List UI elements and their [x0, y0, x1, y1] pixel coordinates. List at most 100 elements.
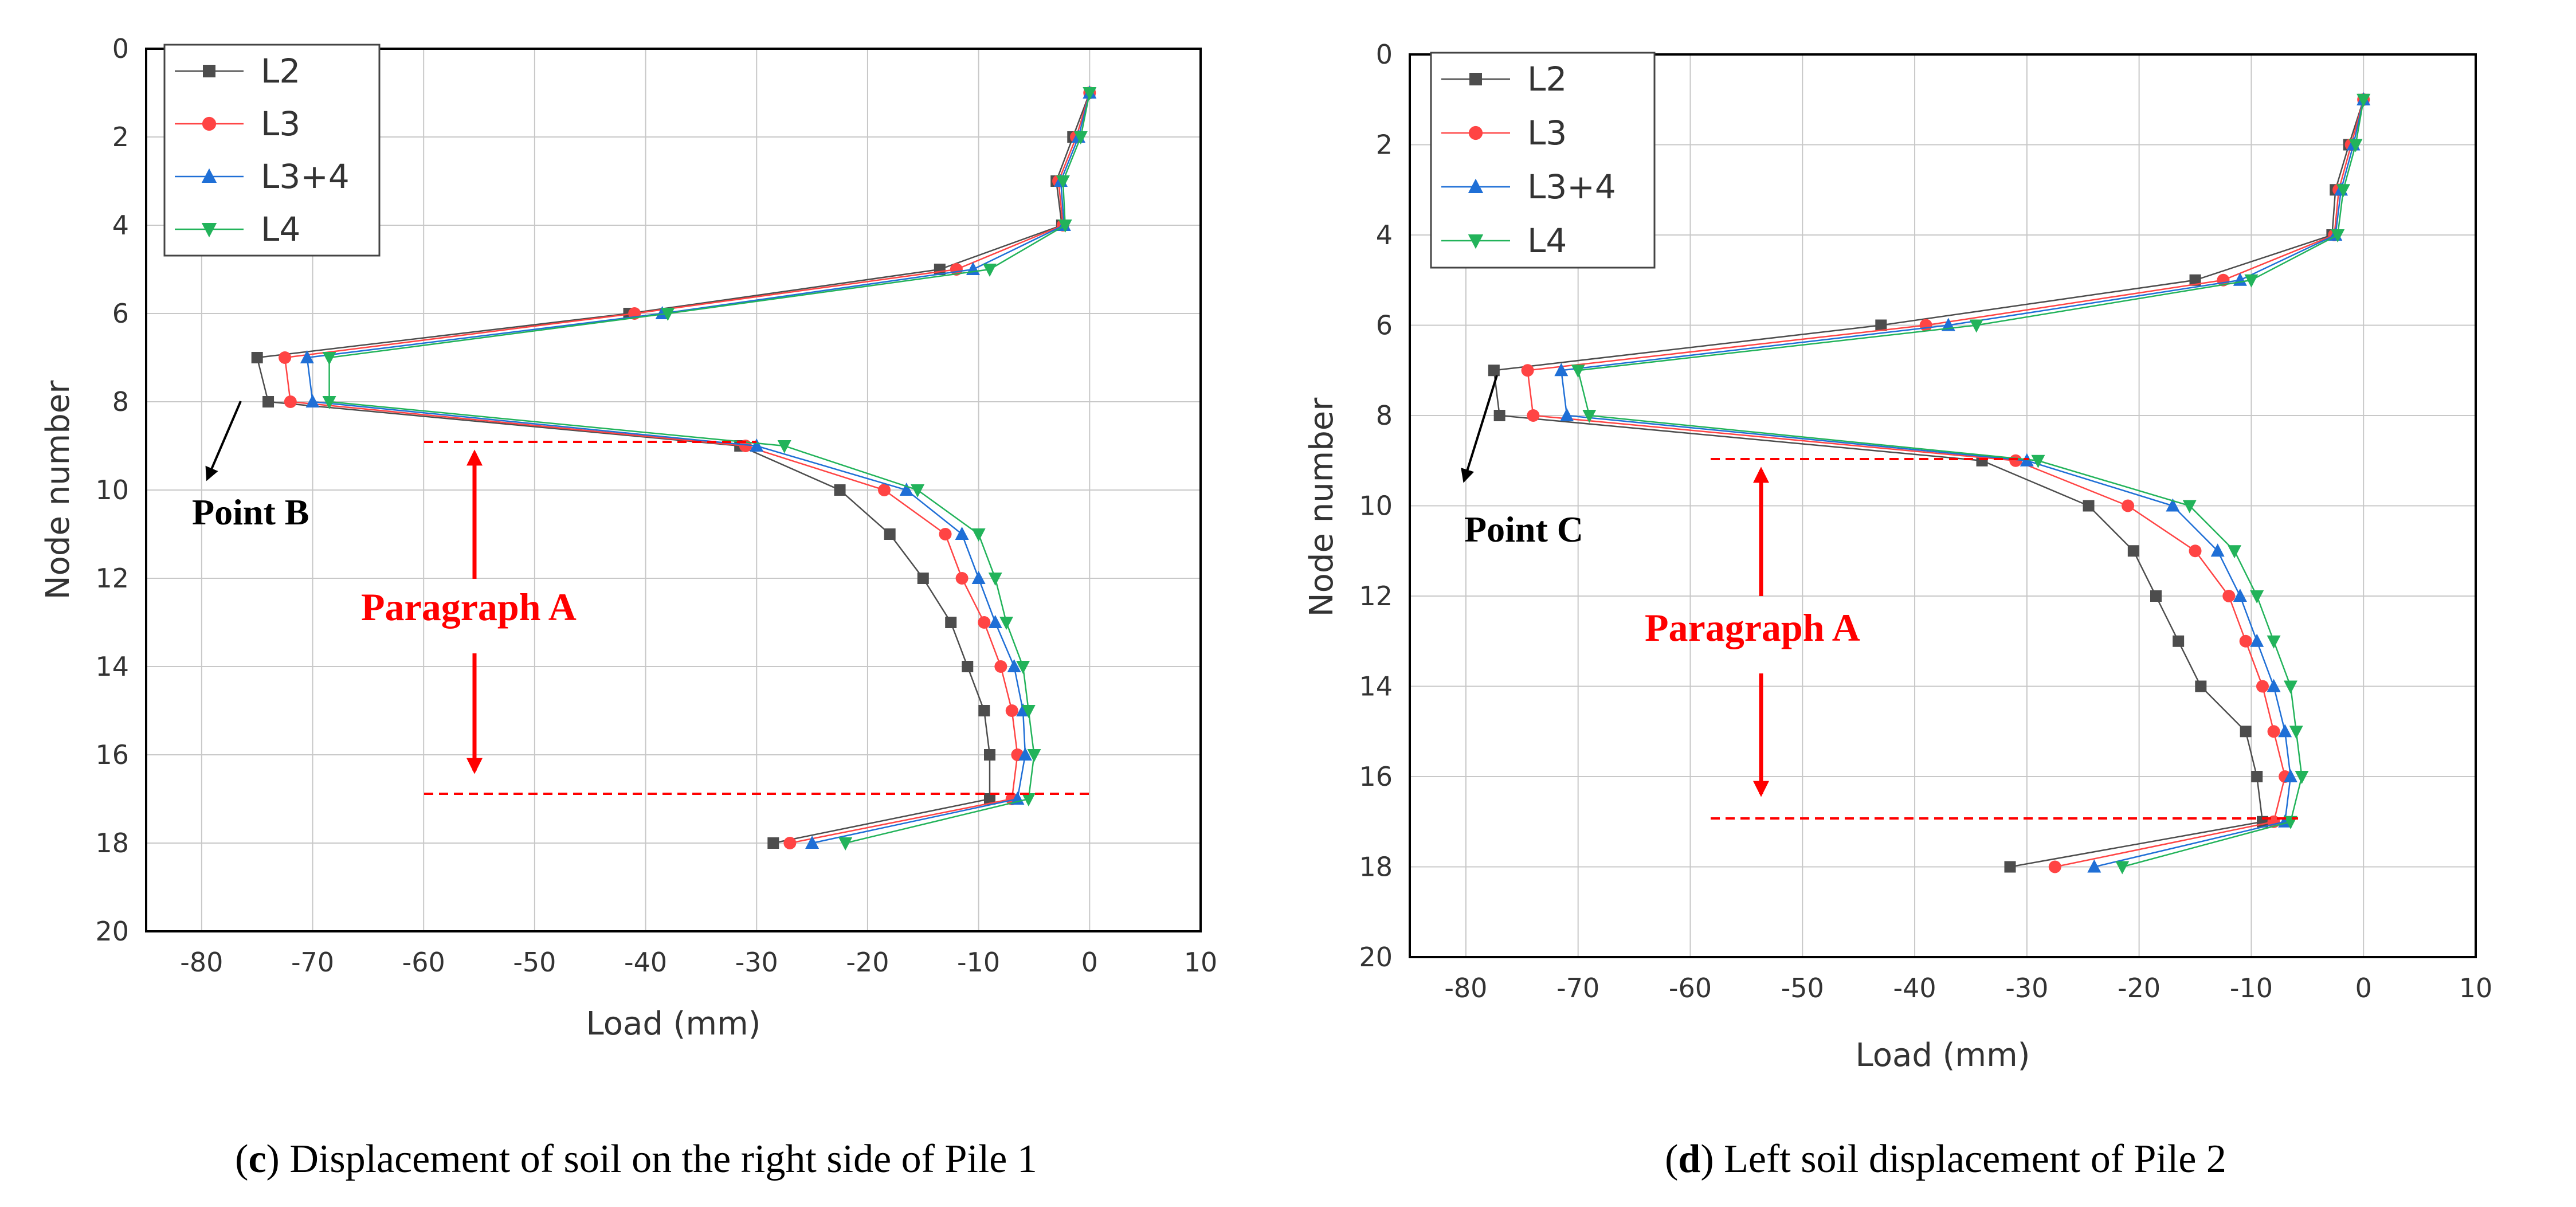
data-point: [1058, 220, 1072, 233]
x-tick-label: 10: [1184, 947, 1218, 978]
x-axis-title: Load (mm): [586, 1005, 761, 1043]
data-point: [999, 617, 1014, 630]
legend-marker: [1468, 234, 1484, 249]
data-point: [661, 308, 675, 321]
data-point: [2336, 184, 2350, 198]
y-tick-label: 16: [1359, 761, 1393, 792]
x-tick-label: -60: [1669, 973, 1712, 1004]
legend-entry: L4: [1441, 221, 1567, 260]
legend-label: L4: [1527, 221, 1567, 260]
x-tick-label: -10: [957, 947, 1000, 978]
x-tick-label: 10: [2459, 973, 2493, 1004]
data-point: [1056, 175, 1070, 189]
data-point: [2233, 589, 2247, 602]
y-tick-label: 4: [1376, 220, 1393, 250]
data-point: [1018, 747, 1032, 761]
caption-text: Left soil displacement of Pile 2: [1724, 1137, 2226, 1181]
x-tick-label: -80: [1444, 973, 1487, 1004]
data-point: [2289, 726, 2303, 739]
data-point: [983, 264, 997, 277]
data-point: [984, 793, 995, 805]
data-point: [955, 527, 969, 540]
legend-marker: [1468, 178, 1484, 193]
y-tick-label: 8: [1376, 400, 1393, 431]
data-point: [988, 615, 1002, 628]
x-tick-label: 0: [1081, 947, 1098, 978]
y-tick-label: 6: [112, 298, 129, 329]
y-tick-label: 18: [1359, 852, 1393, 883]
chart-panel-d: -80 -70 -60 -50 -40 -30 -20 -10 0 10 0 2 4 6 8 10 12 14 1…: [1303, 39, 2492, 1181]
data-point: [2115, 861, 2130, 875]
data-point: [878, 484, 891, 496]
y-tick-label: 18: [95, 828, 129, 859]
y-tick-label: 12: [1359, 581, 1393, 612]
y-tick-label: 0: [112, 33, 129, 64]
data-point: [1919, 319, 1932, 332]
data-point: [300, 350, 314, 363]
y-tick-label: 6: [1376, 310, 1393, 341]
series-layer: [251, 85, 1097, 851]
data-point: [322, 352, 336, 365]
point-pointer-arrow: [205, 401, 242, 481]
data-point: [962, 661, 974, 672]
data-point: [2240, 726, 2252, 738]
y-tick-labels: 0 2 4 6 8 10 12 14 16 18 20: [1359, 39, 1393, 973]
data-point: [1073, 131, 1088, 144]
legend-marker: [201, 168, 217, 183]
data-point: [1007, 659, 1021, 672]
y-tick-label: 4: [112, 210, 129, 241]
legend: L2 L3 L3+4 L4: [163, 44, 381, 257]
legend-entry: L3+4: [1441, 167, 1616, 206]
data-point: [2150, 590, 2162, 602]
series-l3: [1521, 93, 2370, 873]
data-point: [2004, 861, 2016, 873]
series-l4: [1571, 93, 2371, 875]
data-point: [884, 528, 896, 540]
y-tick-label: 20: [1359, 942, 1393, 973]
data-point: [1969, 319, 1983, 333]
data-point: [971, 528, 986, 542]
legend-entry: L2: [175, 52, 300, 91]
data-point: [777, 440, 791, 453]
data-point: [2087, 859, 2101, 873]
legend-label: L3: [1527, 113, 1567, 152]
data-point: [1021, 793, 1036, 806]
legend-label: L2: [1527, 60, 1567, 99]
y-tick-label: 14: [95, 651, 129, 682]
x-tick-label: -10: [2230, 973, 2273, 1004]
data-point: [1021, 705, 1036, 718]
y-tick-label: 20: [95, 916, 129, 947]
y-axis-title: Node number: [40, 380, 77, 599]
data-point: [262, 396, 275, 407]
series-layer: [1488, 92, 2371, 875]
plot-frame: [145, 48, 1202, 932]
y-tick-label: 14: [1359, 671, 1393, 702]
y-tick-label: 12: [95, 563, 129, 594]
series-line: [1493, 99, 2365, 868]
data-point: [1083, 87, 1097, 100]
chart-panel-c: -80 -70 -60 -50 -40 -30 -20 -10 0 10 0 2 4 6 8 10 12 14 1…: [40, 33, 1217, 1181]
legend-entry: L2: [1441, 60, 1567, 99]
x-tick-label: -50: [513, 947, 556, 978]
data-point: [2031, 454, 2045, 468]
data-point: [2348, 139, 2363, 152]
data-point: [2250, 633, 2264, 647]
legend-marker: [202, 116, 217, 131]
paragraph-label: Paragraph A: [1645, 606, 1860, 649]
caption-text: Displacement of soil on the right side o…: [289, 1137, 1037, 1181]
data-point: [1527, 409, 1540, 422]
data-point: [284, 395, 297, 408]
data-point: [2267, 635, 2281, 649]
point-pointer-arrow: [1461, 375, 1498, 483]
data-point: [945, 617, 957, 628]
legend-label: L3+4: [1527, 167, 1616, 206]
point-label: Point C: [1464, 509, 1583, 550]
data-point: [1493, 410, 1505, 421]
data-point: [750, 438, 764, 452]
data-point: [2127, 545, 2139, 557]
series-line: [1560, 99, 2365, 868]
data-point: [2189, 544, 2202, 558]
data-point: [2083, 500, 2095, 512]
data-point: [2283, 769, 2297, 782]
